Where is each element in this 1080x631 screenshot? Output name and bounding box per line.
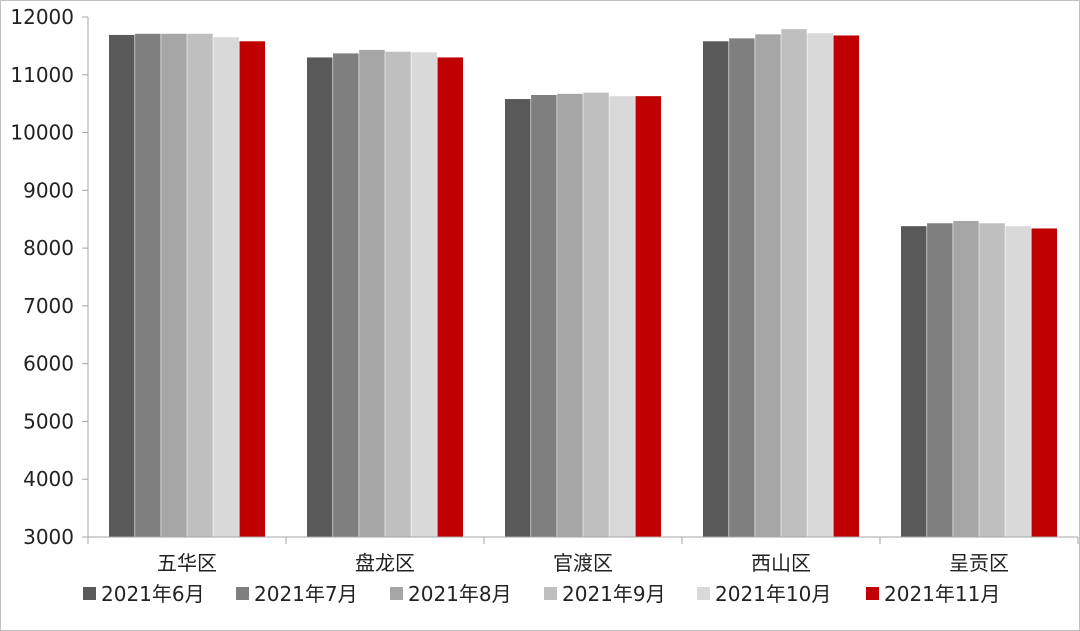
bar (385, 51, 411, 538)
x-category-label: 盘龙区 (355, 551, 415, 575)
y-axis: 3000 4000 5000 6000 7000 8000 9000 10000 11000 12… (10, 5, 89, 549)
legend-swatch (390, 587, 403, 600)
legend-label: 2021年6月 (101, 582, 205, 606)
bar (1005, 226, 1031, 537)
y-tick-label: 7000 (23, 294, 74, 318)
bar (411, 52, 437, 537)
bar (187, 33, 213, 537)
bar (505, 99, 531, 538)
legend-swatch (544, 587, 557, 600)
y-tick-label: 5000 (23, 409, 74, 433)
legend-swatch (697, 587, 710, 600)
bar (135, 33, 161, 537)
legend-label: 2021年11月 (884, 582, 1000, 606)
x-category-label: 官渡区 (553, 551, 613, 575)
y-tick-label: 11000 (10, 63, 74, 87)
bar (901, 226, 927, 537)
bar (437, 57, 463, 537)
bar (729, 38, 755, 537)
bar (239, 41, 265, 538)
bar (953, 220, 979, 537)
bar (359, 49, 385, 537)
bars (109, 29, 1057, 538)
bar (557, 93, 583, 537)
bar (807, 33, 833, 538)
legend-label: 2021年8月 (408, 582, 512, 606)
legend-swatch (83, 587, 96, 600)
legend: 2021年6月 2021年7月 2021年8月 2021年9月 2021年10月 2021… (83, 582, 1000, 606)
bar (213, 37, 239, 537)
y-tick-label: 8000 (23, 236, 74, 260)
y-tick-label: 12000 (10, 5, 74, 29)
bar (109, 34, 135, 538)
bar (781, 29, 807, 538)
bar (755, 34, 781, 537)
bar (635, 96, 661, 538)
x-category-label: 呈贡区 (949, 551, 1009, 575)
legend-label: 2021年10月 (715, 582, 831, 606)
y-tick-label: 10000 (10, 121, 74, 145)
legend-label: 2021年7月 (254, 582, 358, 606)
y-tick-label: 3000 (23, 525, 74, 549)
legend-swatch (866, 587, 879, 600)
x-axis: 五华区 盘龙区 官渡区 西山区 呈贡区 (87, 536, 1079, 575)
bar (161, 33, 187, 537)
x-category-label: 西山区 (751, 551, 811, 575)
bar (609, 96, 635, 538)
legend-label: 2021年9月 (562, 582, 666, 606)
bar (333, 53, 359, 538)
y-tick-label: 9000 (23, 178, 74, 202)
bar (307, 57, 333, 537)
bar (531, 95, 557, 537)
x-category-label: 五华区 (157, 551, 217, 575)
bar (1031, 228, 1057, 537)
bar (703, 41, 729, 538)
y-tick-label: 6000 (23, 352, 74, 376)
y-tick-label: 4000 (23, 467, 74, 491)
bar (979, 223, 1005, 537)
bar (833, 35, 859, 537)
legend-swatch (236, 587, 249, 600)
bar (583, 92, 609, 537)
bar (927, 223, 953, 537)
